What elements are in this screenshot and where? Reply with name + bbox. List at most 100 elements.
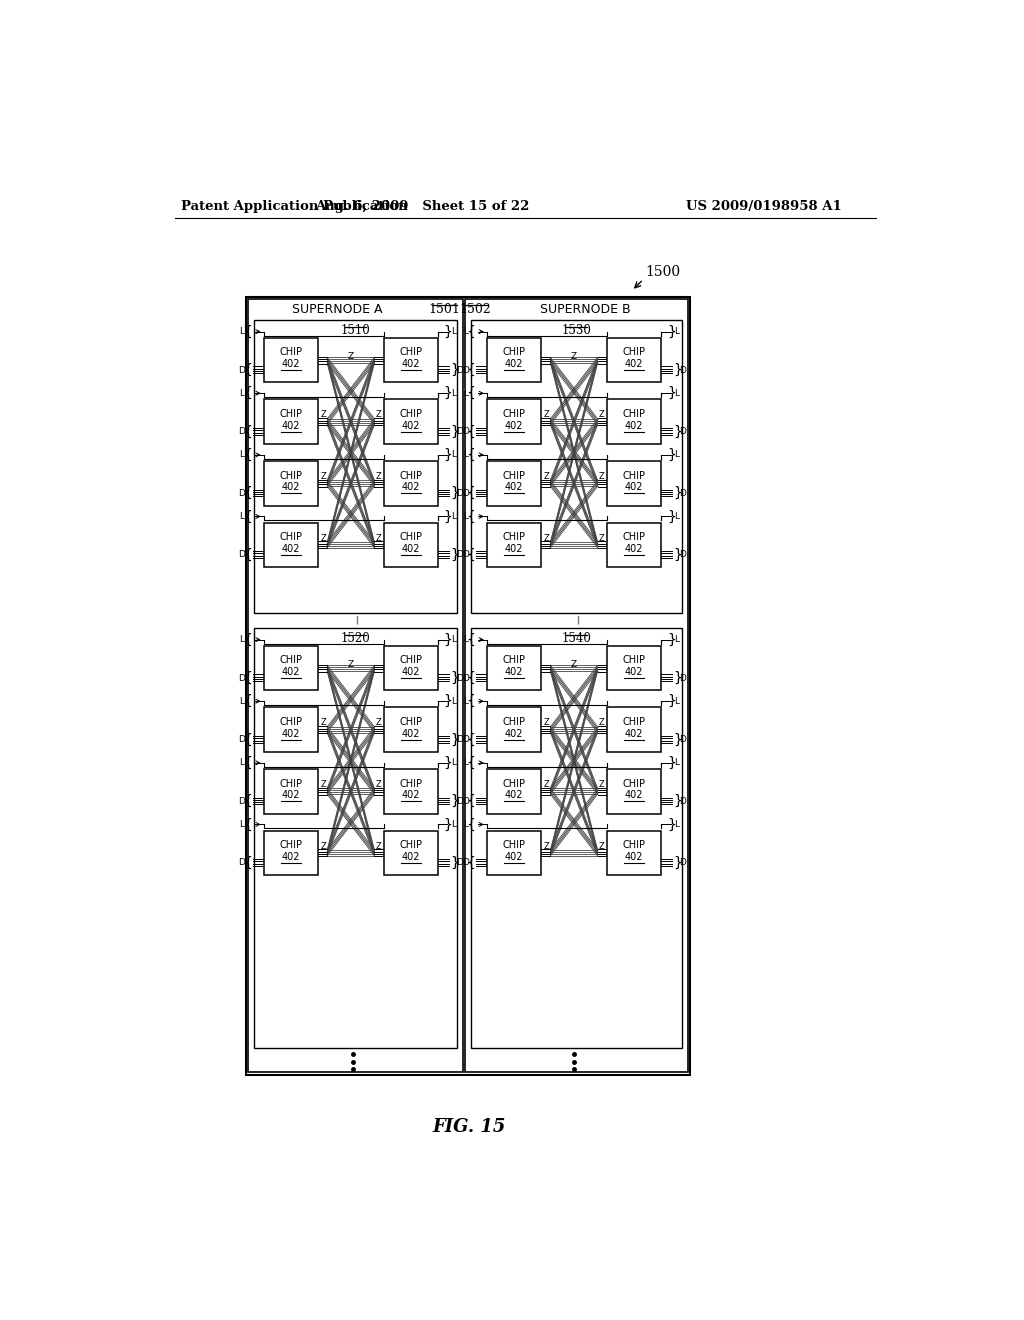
Text: L: L — [463, 697, 468, 706]
Text: CHIP: CHIP — [623, 471, 645, 480]
Text: L: L — [674, 820, 679, 829]
Text: }: } — [667, 510, 676, 524]
Text: Z: Z — [321, 842, 327, 850]
Text: L: L — [451, 635, 456, 644]
Text: Z: Z — [544, 411, 549, 420]
Text: {: { — [243, 548, 252, 562]
Text: 402: 402 — [282, 851, 300, 862]
Text: }: } — [667, 694, 676, 709]
Text: }: } — [667, 632, 676, 647]
Text: D: D — [457, 488, 463, 498]
Text: CHIP: CHIP — [280, 656, 302, 665]
Text: SUPERNODE B: SUPERNODE B — [540, 302, 631, 315]
Text: 402: 402 — [625, 667, 643, 677]
Text: {: { — [466, 632, 475, 647]
Bar — [486, 830, 541, 875]
Text: D: D — [457, 673, 463, 682]
Text: {: { — [243, 425, 252, 438]
Bar — [486, 338, 541, 383]
Bar — [384, 400, 438, 444]
Text: 402: 402 — [401, 359, 420, 370]
Text: Z: Z — [544, 473, 549, 480]
Text: }: } — [667, 325, 676, 339]
Text: Z: Z — [599, 842, 604, 850]
Text: L: L — [463, 512, 468, 521]
Bar — [607, 338, 662, 383]
Text: 1540: 1540 — [561, 632, 591, 645]
Text: {: { — [466, 325, 475, 339]
Text: {: { — [466, 363, 475, 378]
Bar — [384, 338, 438, 383]
Text: Z: Z — [321, 411, 327, 420]
Text: 1501: 1501 — [428, 302, 460, 315]
Bar — [486, 645, 541, 690]
Text: }: } — [450, 671, 459, 685]
Text: Aug. 6, 2009   Sheet 15 of 22: Aug. 6, 2009 Sheet 15 of 22 — [315, 199, 529, 213]
Text: D: D — [680, 797, 686, 805]
Text: CHIP: CHIP — [623, 779, 645, 788]
Text: }: } — [673, 363, 682, 378]
Text: }: } — [673, 671, 682, 685]
Bar — [471, 628, 682, 1048]
Text: Z: Z — [544, 533, 549, 543]
Text: }: } — [450, 363, 459, 378]
Text: {: { — [243, 363, 252, 378]
Text: D: D — [462, 858, 469, 867]
Text: {: { — [466, 425, 475, 438]
Text: CHIP: CHIP — [280, 471, 302, 480]
Text: CHIP: CHIP — [399, 656, 422, 665]
Text: Z: Z — [544, 780, 549, 789]
Text: L: L — [451, 389, 456, 397]
Text: L: L — [451, 759, 456, 767]
Text: 1510: 1510 — [341, 325, 371, 338]
Text: Z: Z — [599, 533, 604, 543]
Text: CHIP: CHIP — [503, 717, 525, 727]
Text: 402: 402 — [505, 851, 523, 862]
Text: D: D — [462, 488, 469, 498]
Text: 402: 402 — [401, 729, 420, 739]
Text: 402: 402 — [625, 791, 643, 800]
Text: FIG. 15: FIG. 15 — [432, 1118, 506, 1137]
Bar — [471, 321, 682, 612]
Text: {: { — [243, 486, 252, 500]
Text: L: L — [240, 512, 245, 521]
Text: }: } — [443, 756, 453, 770]
Text: SUPERNODE A: SUPERNODE A — [292, 302, 383, 315]
Text: D: D — [239, 673, 246, 682]
Text: 402: 402 — [505, 482, 523, 492]
Text: CHIP: CHIP — [623, 409, 645, 418]
Text: Z: Z — [599, 780, 604, 789]
Text: D: D — [680, 735, 686, 744]
Text: D: D — [457, 735, 463, 744]
Text: L: L — [674, 327, 679, 337]
Text: L: L — [451, 697, 456, 706]
Text: {: { — [243, 325, 252, 339]
Text: Z: Z — [376, 842, 381, 850]
Text: CHIP: CHIP — [399, 471, 422, 480]
Text: 402: 402 — [401, 851, 420, 862]
Bar — [254, 321, 458, 612]
Text: 402: 402 — [625, 729, 643, 739]
Text: D: D — [462, 366, 469, 375]
Text: {: { — [466, 548, 475, 562]
Text: {: { — [466, 855, 475, 870]
Text: L: L — [674, 759, 679, 767]
Bar — [607, 770, 662, 813]
Text: D: D — [457, 428, 463, 436]
Text: {: { — [466, 694, 475, 709]
Text: {: { — [466, 756, 475, 770]
Text: }: } — [443, 817, 453, 832]
Text: D: D — [239, 428, 246, 436]
Text: L: L — [240, 820, 245, 829]
Text: {: { — [466, 795, 475, 808]
Text: D: D — [457, 797, 463, 805]
Bar — [465, 300, 687, 1072]
Text: L: L — [463, 820, 468, 829]
Bar — [263, 645, 317, 690]
Text: Z: Z — [376, 780, 381, 789]
Bar — [254, 628, 458, 1048]
Text: {: { — [243, 855, 252, 870]
Bar — [607, 400, 662, 444]
Bar — [384, 523, 438, 568]
Text: Z: Z — [348, 660, 354, 669]
